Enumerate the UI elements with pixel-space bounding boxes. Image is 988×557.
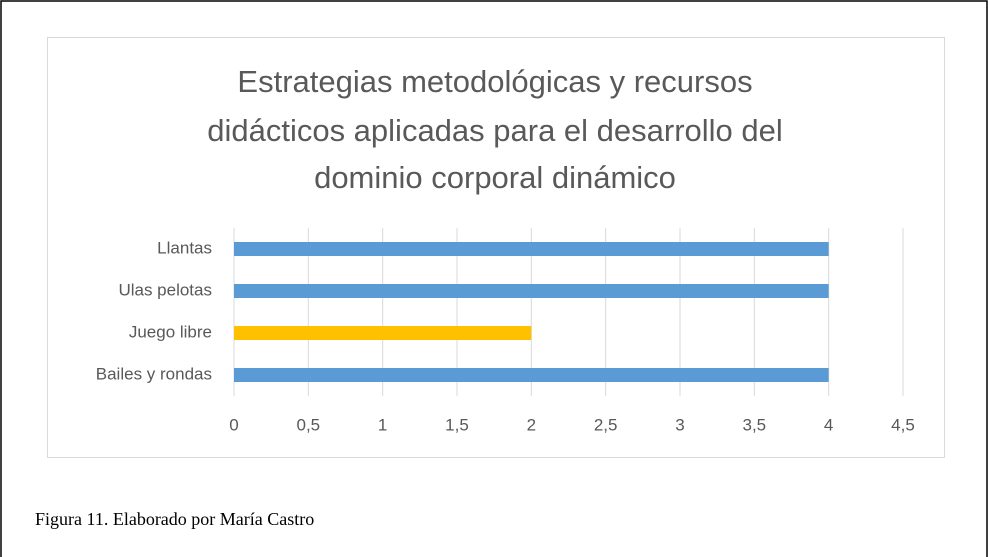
bar — [234, 242, 829, 256]
bar — [234, 326, 532, 340]
y-tick-label: Juego libre — [129, 322, 212, 341]
x-tick-label: 0,5 — [297, 415, 321, 434]
x-tick-label: 4,5 — [891, 415, 915, 434]
x-tick-label: 1 — [378, 415, 387, 434]
x-tick-label: 2 — [527, 415, 536, 434]
y-tick-label: Llantas — [157, 238, 212, 257]
x-tick-label: 4 — [824, 415, 833, 434]
caption: Figura 11. Elaborado por María Castro — [35, 509, 314, 529]
x-tick-label: 3 — [675, 415, 684, 434]
x-tick-label: 1,5 — [445, 415, 469, 434]
x-tick-label: 0 — [229, 415, 238, 434]
y-tick-label: Bailes y rondas — [96, 364, 212, 383]
chart-title: dominio corporal dinámico — [314, 160, 676, 195]
chart-title: Estrategias metodológicas y recursos — [237, 64, 752, 99]
x-tick-label: 2,5 — [594, 415, 618, 434]
chart-title: didácticos aplicadas para el desarrollo … — [207, 113, 783, 148]
y-tick-label: Ulas pelotas — [118, 280, 212, 299]
x-tick-label: 3,5 — [743, 415, 767, 434]
bar — [234, 368, 829, 382]
bar — [234, 284, 829, 298]
